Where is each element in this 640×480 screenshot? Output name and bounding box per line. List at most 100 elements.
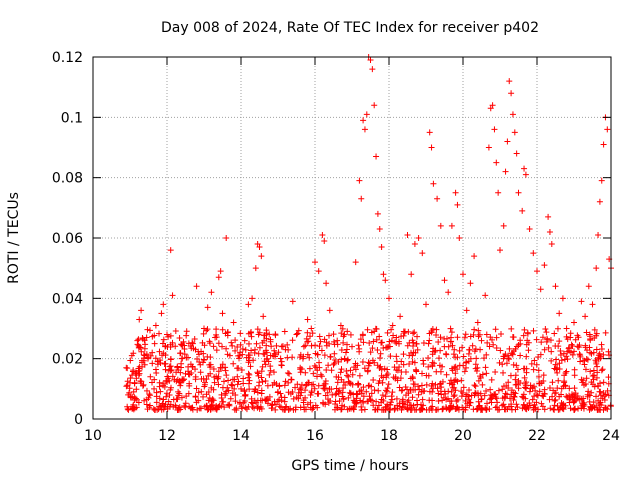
data-point (215, 340, 222, 347)
data-point (155, 406, 162, 413)
data-point (149, 360, 156, 367)
data-point (220, 398, 227, 405)
data-point (361, 126, 368, 133)
data-point (363, 111, 370, 118)
y-axis-label: ROTI / TECUs (6, 192, 22, 284)
data-point (459, 344, 466, 351)
data-point (377, 363, 384, 370)
data-point (551, 406, 558, 413)
data-point (191, 335, 198, 342)
data-point (554, 364, 561, 371)
data-point (513, 381, 520, 388)
data-point (338, 356, 345, 363)
data-point (449, 367, 456, 374)
x-tick-label: 14 (232, 428, 250, 444)
data-point (302, 382, 309, 389)
data-point (515, 189, 522, 196)
data-point (229, 342, 236, 349)
data-point (446, 380, 453, 387)
data-point (523, 385, 530, 392)
data-point (152, 355, 159, 362)
data-point (369, 357, 376, 364)
data-point (177, 382, 184, 389)
data-point (259, 363, 266, 370)
data-point (344, 328, 351, 335)
data-point (366, 360, 373, 367)
data-point (307, 404, 314, 411)
data-point (390, 332, 397, 339)
data-point (530, 250, 537, 257)
data-point (366, 382, 373, 389)
data-point (167, 386, 174, 393)
data-point (530, 366, 537, 373)
data-point (260, 313, 267, 320)
data-point (393, 358, 400, 365)
data-point (560, 406, 567, 413)
data-point (230, 360, 237, 367)
data-point (602, 405, 609, 412)
data-point (454, 396, 461, 403)
data-point (239, 345, 246, 352)
data-point (228, 381, 235, 388)
data-point (400, 361, 407, 368)
data-point (306, 354, 313, 361)
data-point (255, 350, 262, 357)
data-point (425, 372, 432, 379)
data-point (423, 301, 429, 308)
data-point (252, 265, 259, 272)
data-point (544, 336, 551, 343)
data-point (349, 371, 356, 378)
data-point (166, 363, 173, 370)
data-point (167, 332, 174, 339)
data-point (448, 338, 455, 345)
data-point (176, 335, 183, 342)
data-point (435, 398, 442, 405)
data-point (489, 102, 496, 109)
data-point (206, 338, 213, 345)
data-point (443, 396, 450, 403)
data-point (398, 406, 405, 413)
x-tick-label: 16 (306, 428, 324, 444)
data-point (160, 350, 167, 357)
data-point (539, 334, 546, 341)
data-point (309, 330, 316, 337)
data-point (546, 384, 553, 391)
data-point (355, 342, 362, 349)
data-point (580, 395, 587, 402)
data-point (128, 372, 135, 379)
data-point (546, 228, 553, 235)
data-point (192, 373, 199, 380)
data-point (481, 392, 488, 399)
data-point (513, 343, 520, 350)
data-point (596, 400, 603, 407)
data-point (522, 171, 529, 178)
data-point (127, 357, 134, 364)
data-point (569, 342, 576, 349)
data-point (534, 268, 540, 275)
data-point (575, 405, 582, 412)
data-point (200, 356, 207, 363)
data-point (355, 381, 362, 388)
data-point (295, 327, 302, 334)
y-tick-label: 0.08 (52, 171, 83, 187)
data-point (380, 345, 387, 352)
data-point (328, 386, 335, 393)
data-point (225, 377, 232, 384)
data-point (541, 262, 548, 269)
data-point (508, 325, 515, 332)
data-point (416, 406, 423, 413)
data-point (221, 404, 228, 411)
data-point (437, 222, 444, 229)
data-point (540, 377, 547, 384)
data-point (258, 374, 265, 381)
grid-lines (93, 57, 611, 419)
data-point (136, 343, 143, 350)
data-point (338, 376, 345, 383)
data-point (285, 379, 292, 386)
x-tick-label: 12 (158, 428, 176, 444)
data-point (570, 406, 577, 413)
data-point (418, 382, 425, 389)
data-point (293, 331, 300, 338)
data-point (284, 341, 291, 348)
data-point (541, 346, 548, 353)
